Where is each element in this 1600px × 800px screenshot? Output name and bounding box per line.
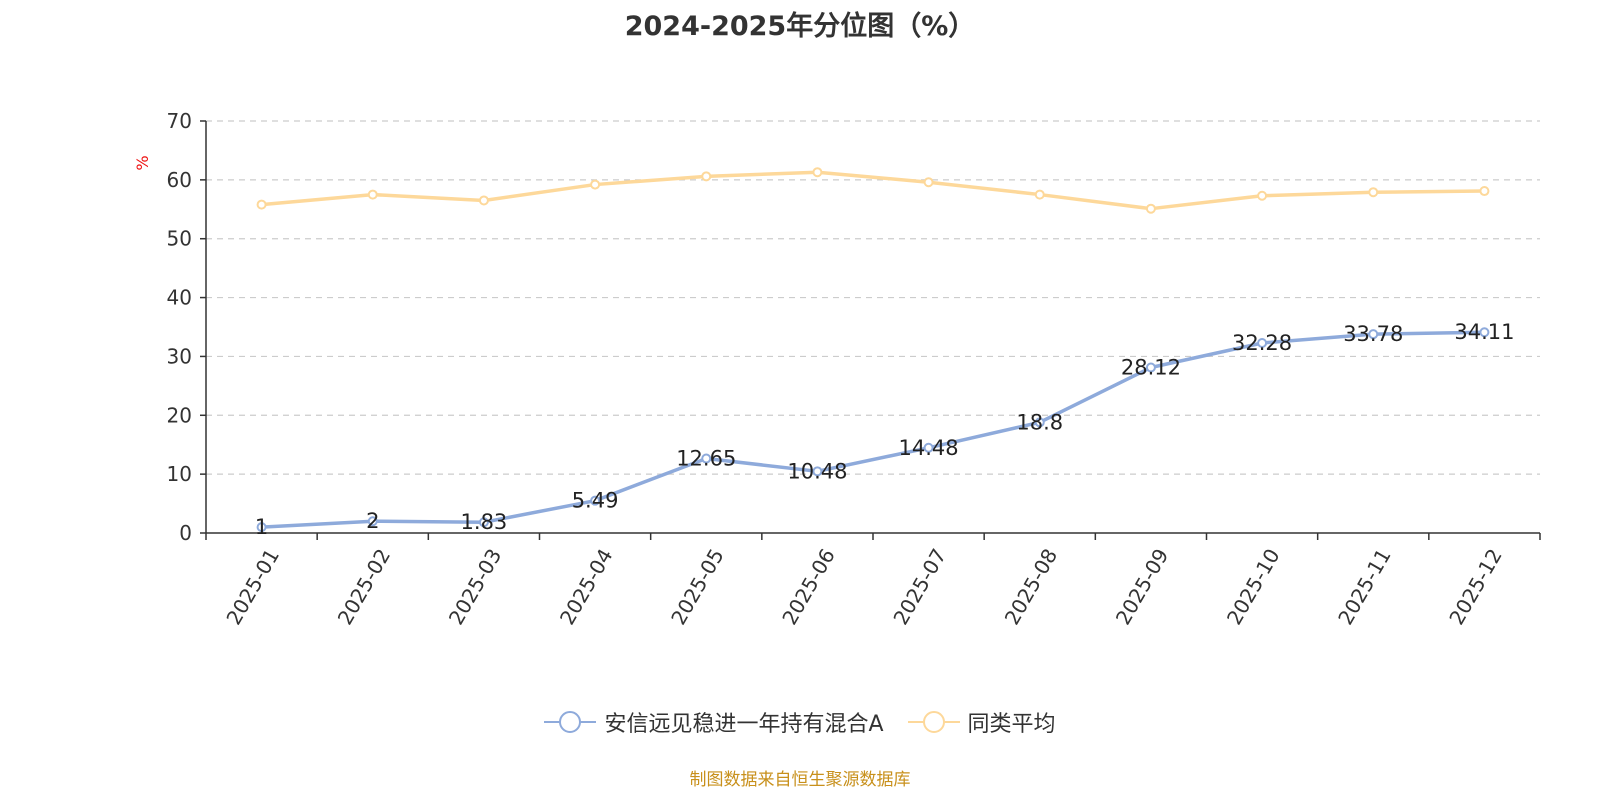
data-point (256, 199, 267, 210)
y-tick-label: 70 (167, 109, 192, 133)
data-label: 33.78 (1343, 322, 1403, 346)
data-label: 10.48 (787, 459, 847, 483)
chart-title: 2024-2025年分位图（%） (624, 11, 976, 42)
data-point (1479, 186, 1490, 197)
grid-lines (206, 120, 1540, 475)
y-tick-label: 40 (167, 286, 192, 310)
series-line-peer-average (261, 170, 1485, 211)
x-tick-label: 2025-08 (1000, 545, 1063, 629)
data-point (367, 516, 378, 527)
data-point (1145, 362, 1156, 373)
legend-label-fund: 安信远见稳进一年持有混合A (604, 712, 884, 737)
data-point (367, 189, 378, 200)
x-tick-label: 2025-03 (444, 545, 507, 629)
y-tick-label: 60 (167, 168, 192, 192)
x-tick-label: 2025-01 (221, 545, 284, 629)
data-point (590, 179, 601, 190)
data-label: 1.83 (461, 510, 508, 534)
data-point (1257, 338, 1268, 349)
data-label: 14.48 (899, 436, 959, 460)
data-point (1034, 417, 1045, 428)
axes: 0 10 20 30 40 50 60 70 2025-01 2025-02 2025-03 2025… (167, 109, 1541, 629)
data-label: 32.28 (1232, 331, 1292, 355)
data-point (1145, 203, 1156, 214)
data-point (1368, 329, 1379, 340)
data-point (1368, 187, 1379, 198)
series-layer (256, 167, 1490, 533)
data-point (1257, 190, 1268, 201)
data-point (923, 442, 934, 453)
data-point (923, 177, 934, 188)
x-tick-label: 2025-10 (1222, 545, 1285, 629)
y-tick-label: 20 (167, 403, 192, 427)
data-label: 18.8 (1016, 410, 1063, 434)
data-point (812, 466, 823, 477)
data-point (701, 171, 712, 182)
x-tick-label: 2025-07 (888, 545, 951, 629)
source-note: 制图数据来自恒生聚源数据库 (689, 770, 911, 790)
data-label: 28.12 (1121, 355, 1181, 379)
y-tick-label: 30 (167, 344, 192, 368)
legend-item-peer-average[interactable]: 同类平均 (907, 706, 1056, 738)
x-tick-label: 2025-04 (555, 545, 618, 629)
x-tick-label: 2025-11 (1333, 545, 1396, 629)
data-label: 1 (255, 515, 268, 539)
data-label: 5.49 (572, 489, 619, 513)
data-point (1034, 189, 1045, 200)
x-tick-label: 2025-06 (777, 545, 840, 629)
legend-item-fund[interactable]: 安信远见稳进一年持有混合A (544, 706, 884, 738)
x-tick-label: 2025-05 (666, 545, 729, 629)
x-tick-label: 2025-12 (1444, 545, 1507, 629)
data-label: 2 (366, 509, 379, 533)
data-label: 12.65 (676, 447, 736, 471)
legend-swatch-fund (544, 710, 597, 734)
y-tick-label: 50 (167, 227, 192, 251)
series-line-fund (261, 330, 1485, 529)
data-point (478, 517, 489, 528)
data-point (590, 495, 601, 506)
y-tick-label: 10 (167, 462, 192, 486)
x-tick-label: 2025-02 (333, 545, 396, 629)
data-point (256, 522, 267, 533)
legend-label-peer-average: 同类平均 (967, 712, 1056, 737)
data-point (1479, 327, 1490, 338)
data-point (701, 453, 712, 464)
legend-swatch-peer-average (907, 710, 960, 734)
data-point (812, 167, 823, 178)
x-tick-label: 2025-09 (1111, 545, 1174, 629)
legend: 安信远见稳进一年持有混合A 同类平均 (0, 706, 1600, 738)
data-point (478, 195, 489, 206)
y-axis-unit-label: % (133, 155, 152, 170)
y-tick-label: 0 (179, 521, 192, 545)
data-labels: 1 2 1.83 5.49 12.65 10.48 14.48 18.8 28.12 32.28 3… (255, 320, 1515, 539)
data-label: 34.11 (1454, 320, 1514, 344)
